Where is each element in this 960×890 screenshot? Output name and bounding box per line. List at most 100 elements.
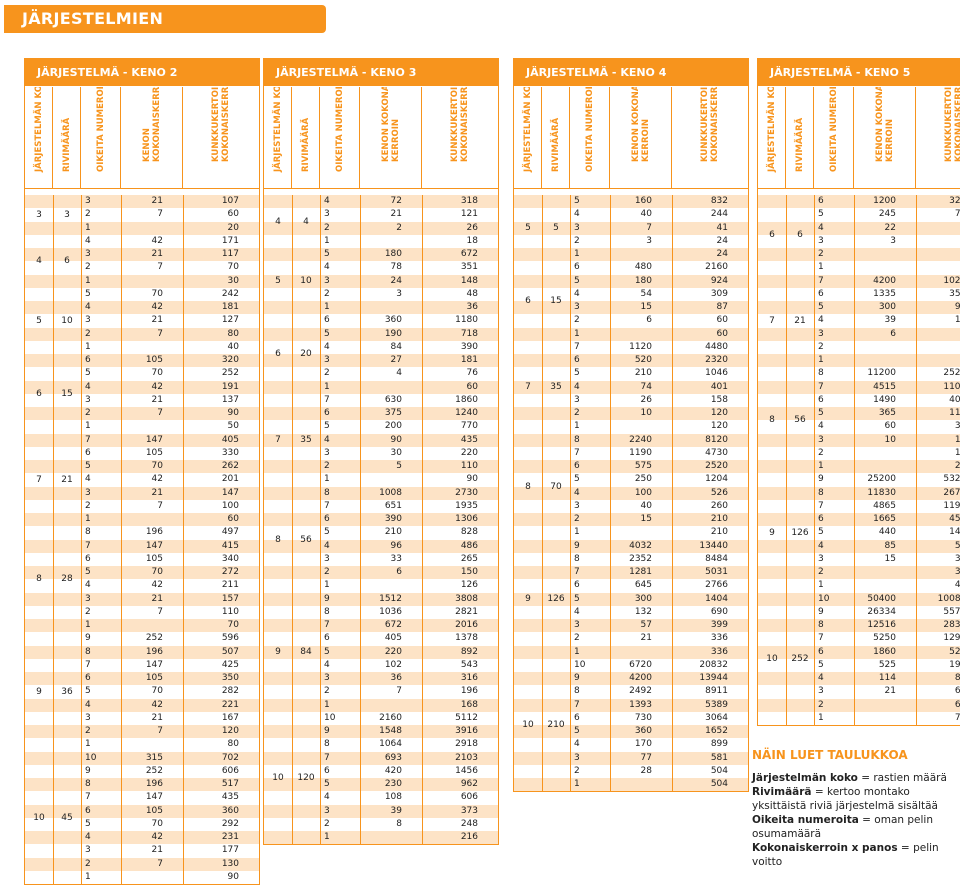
hits-cell: 2 [324,818,330,829]
king-coef-cell: 3916 [455,726,478,736]
keno-coef-cell: 645 [634,580,652,591]
table-row: 2 644 [758,698,960,712]
king-coef-cell: 1456 [455,765,478,776]
column-header: RIVIMÄÄRÄ [794,117,805,172]
table-row: 4 42 211 [25,579,259,592]
keno-coef-cell: 300 [878,302,896,312]
table-row: 3 39 373 [264,804,498,818]
table-row: 3 77 581 [514,751,748,765]
column-header: KUNKKUKERTOIMEN KOKONAISKERROIN [211,87,231,162]
keno-coef-cell: 85 [884,540,896,551]
column-header: RIVIMÄÄRÄ [300,117,311,172]
hits-cell: 6 [818,394,824,405]
table-row: 7 630 1860 [264,394,498,407]
keno-coef-cell [854,699,916,712]
keno-coef-cell: 1200 [873,196,896,206]
table-row: 5 210 1046 [514,367,748,380]
table-row: 3 24 148 [264,274,498,288]
table-row: 2 7 70 [25,261,259,274]
king-coef-cell: 147 [221,487,239,498]
hits-cell: 2 [574,633,580,644]
table-row: 2 10 120 [514,407,748,421]
hits-cell: 4 [574,606,580,617]
table-row: 8 196 507 [25,645,259,659]
hits-cell: 1 [574,527,580,538]
king-coef-cell: 2103 [455,752,478,763]
column-header: JÄRJESTELMÄN KOKO [766,87,777,172]
column-divider [292,195,293,845]
table-row: 2 7 130 [25,857,259,871]
column-header: KUNKKUKERTOIMIEN KOKONAISKERROIN [944,87,960,162]
king-coef-cell: 18 [466,235,478,246]
king-coef-cell: 2918 [455,739,478,750]
keno-coef-cell: 672 [384,620,402,630]
table-row: 5 70 272 [25,566,259,580]
keno-coef-cell: 196 [145,527,163,538]
keno-coef-cell: 1120 [629,341,652,352]
column-header: KUNKKUKERTOIMEN KOKONAISKERROIN [450,87,470,162]
table-row: 2 3 48 [264,288,498,301]
king-coef-cell: 899 [710,739,728,750]
keno-table: JÄRJESTELMÄ - KENO 5 JÄRJESTELMÄN KOKO RIV… [757,58,960,726]
king-coef-cell: 90 [227,408,239,418]
column-header: RIVIMÄÄRÄ [550,117,561,172]
hits-cell: 6 [324,315,330,326]
keno-coef-cell: 190 [384,328,402,339]
king-coef-cell: 70 [916,341,960,354]
keno-coef-cell: 21 [151,249,163,259]
table-row: 9 1512 3808 [264,592,498,606]
hits-cell: 6 [324,514,330,524]
keno-coef-cell [121,222,183,235]
king-coef-cell: 244 [710,209,728,220]
hits-cell: 1 [574,328,580,339]
keno-coef-cell: 3 [646,235,652,246]
king-coef-cell: 157 [221,593,239,604]
king-coef-cell: 415 [221,540,239,551]
table-row: 6 420 1456 [264,765,498,778]
table-row: 8 196 497 [25,526,259,539]
table-row: 9 1548 3916 [264,725,498,739]
keno-coef-cell: 7 [157,408,163,418]
keno-coef-cell: 11200 [867,368,896,379]
column-headers: JÄRJESTELMÄN KOKO RIVIMÄÄRÄ OIKEITA NUMERO… [25,86,259,189]
king-coef-cell: 2730 [455,487,478,498]
king-coef-cell: 4585 [949,514,960,524]
hits-cell: 2 [85,209,91,220]
keno-coef-cell: 70 [151,567,163,577]
table-row: 3 21 117 [25,248,259,262]
hits-cell: 1 [324,302,330,312]
keno-coef-cell: 480 [634,262,652,273]
keno-coef-cell: 70 [151,461,163,471]
king-coef-cell: 100800 [937,593,960,604]
king-coef-cell: 526 [710,487,728,498]
hits-cell: 2 [85,262,91,273]
keno-coef-cell: 147 [145,659,163,670]
hits-cell: 6 [85,673,91,683]
keno-coef-cell: 42 [151,832,163,842]
keno-coef-cell: 90 [390,434,402,445]
king-coef-cell: 8911 [705,686,728,697]
king-coef-cell: 48 [466,288,478,299]
hits-cell: 3 [324,355,330,365]
king-coef-cell: 100 [221,500,239,511]
table-title: JÄRJESTELMÄ - KENO 4 [514,59,748,86]
hits-cell: 5 [324,328,330,339]
hits-cell: 5 [85,288,91,299]
keno-coef-cell: 7 [157,262,163,273]
table-row: 4 114 819 [758,672,960,686]
keno-coef-cell: 15 [640,302,652,312]
keno-coef-cell: 30 [390,447,402,458]
table-row: 5 180 924 [514,274,748,288]
king-coef-cell: 351 [460,262,478,273]
keno-coef-cell: 375 [384,408,402,418]
king-coef-cell: 210 [710,527,728,538]
table-row: 4 42 221 [25,698,259,712]
keno-coef-cell: 7 [157,858,163,869]
keno-coef-cell: 78 [390,262,402,273]
king-coef-cell: 210 [954,461,960,471]
hits-cell: 1 [324,832,330,842]
keno-coef-cell: 6 [646,315,652,326]
hits-cell: 3 [818,235,824,246]
king-coef-cell: 137 [221,394,239,405]
king-coef-cell: 28371 [943,620,960,630]
